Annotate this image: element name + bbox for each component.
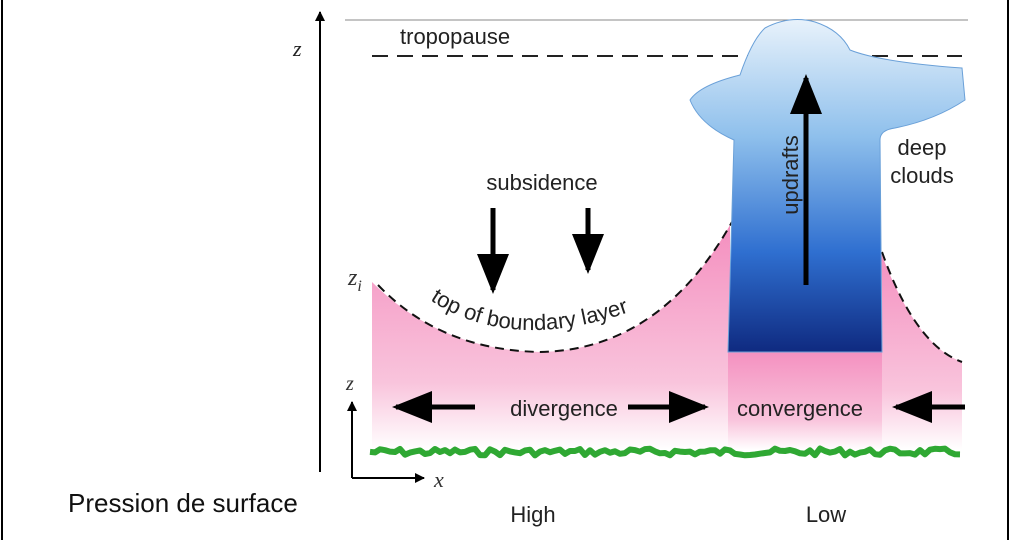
zi-sub: i [357,278,361,295]
tropopause-label: tropopause [400,24,510,49]
inset-x-label: x [433,467,444,492]
boundary-layer [880,250,962,450]
deep-clouds-label: deep [898,135,947,160]
zi-label: zi [347,265,362,295]
low-label: Low [806,502,846,527]
inset-z-label: z [345,373,354,395]
high-label: High [510,502,555,527]
convergence-label: convergence [737,396,863,421]
updrafts-label: updrafts [778,135,803,215]
subsidence-label: subsidence [486,170,597,195]
diagram: z tropopause updrafts deep clouds subsid… [0,0,1010,540]
boundary-top-text: top of boundary layer [427,283,630,335]
divergence-label: divergence [510,396,618,421]
deep-clouds-label: clouds [890,163,954,188]
zi-base: z [347,265,358,291]
boundary-top-label: top of boundary layer [427,283,630,335]
z-axis-label: z [292,36,302,61]
surface-pressure-label: Pression de surface [68,488,298,518]
